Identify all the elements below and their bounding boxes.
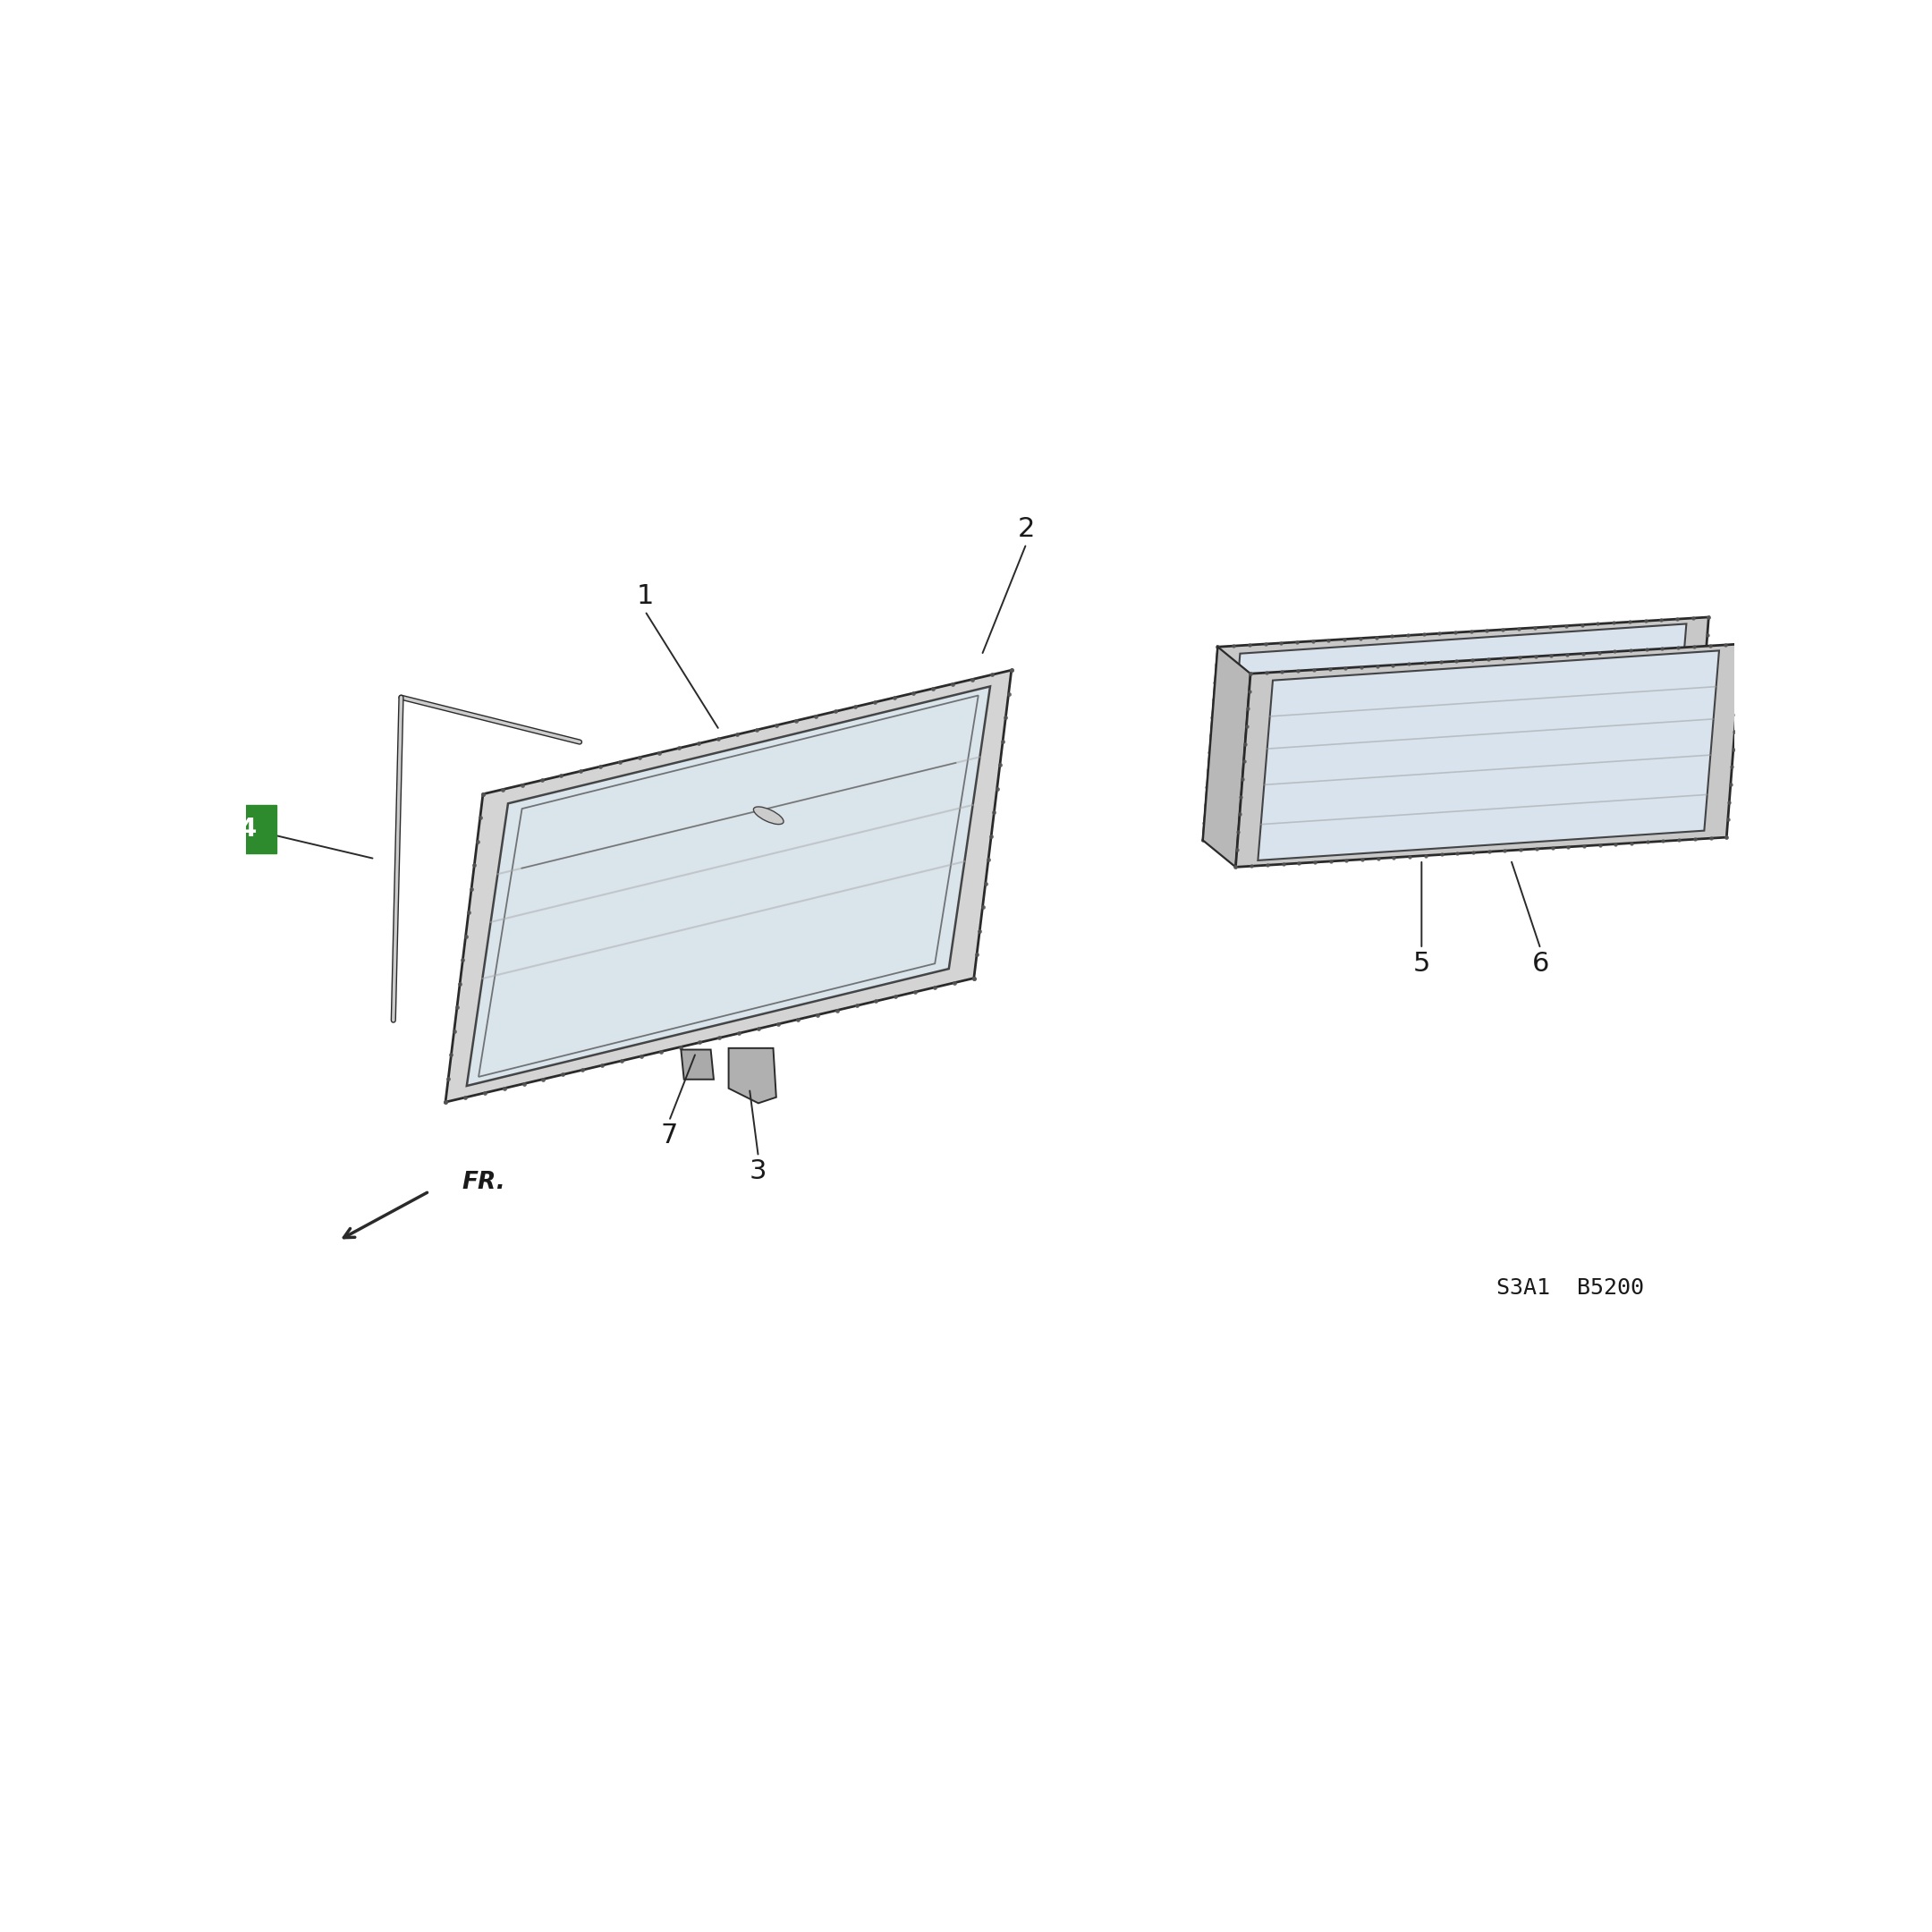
Text: 5: 5: [1412, 951, 1430, 978]
Polygon shape: [1204, 647, 1250, 867]
Polygon shape: [680, 1049, 713, 1080]
Polygon shape: [1258, 651, 1719, 860]
Polygon shape: [468, 686, 991, 1086]
Text: 6: 6: [1532, 951, 1549, 978]
Polygon shape: [728, 1049, 777, 1103]
Text: 3: 3: [750, 1159, 767, 1184]
Ellipse shape: [753, 808, 784, 825]
Polygon shape: [1236, 643, 1741, 867]
Polygon shape: [1225, 624, 1687, 833]
Text: S3A1  B5200: S3A1 B5200: [1497, 1277, 1644, 1298]
Text: 2: 2: [1018, 516, 1036, 541]
Polygon shape: [446, 670, 1012, 1101]
Text: 4: 4: [240, 817, 257, 842]
Text: 1: 1: [636, 583, 653, 609]
Text: 7: 7: [661, 1122, 678, 1150]
Text: FR.: FR.: [462, 1171, 506, 1194]
Polygon shape: [1204, 616, 1708, 840]
FancyBboxPatch shape: [220, 806, 276, 852]
